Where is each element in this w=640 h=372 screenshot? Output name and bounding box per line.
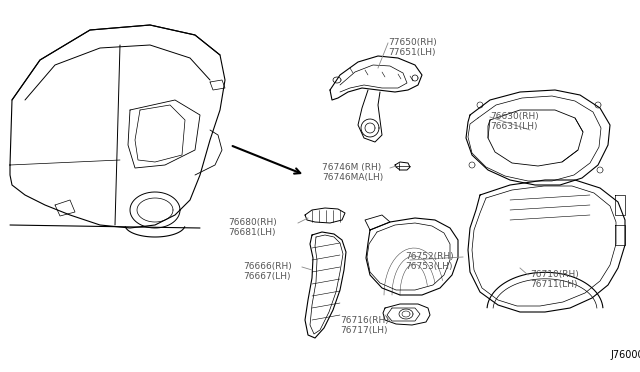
Text: 76746MA(LH): 76746MA(LH) [322, 173, 383, 182]
Text: 76752(RH): 76752(RH) [405, 252, 454, 261]
Text: 76717(LH): 76717(LH) [340, 326, 387, 335]
Text: 76666(RH): 76666(RH) [243, 262, 292, 271]
Text: 77651(LH): 77651(LH) [388, 48, 435, 57]
Text: 77650(RH): 77650(RH) [388, 38, 436, 47]
Text: 76681(LH): 76681(LH) [228, 228, 275, 237]
Text: 76630(RH): 76630(RH) [490, 112, 539, 121]
Text: 76716(RH): 76716(RH) [340, 316, 388, 325]
Text: 76667(LH): 76667(LH) [243, 272, 291, 281]
Text: 76711(LH): 76711(LH) [530, 280, 577, 289]
Text: J76000L1: J76000L1 [610, 350, 640, 360]
Text: 76710(RH): 76710(RH) [530, 270, 579, 279]
Text: 76631(LH): 76631(LH) [490, 122, 538, 131]
Text: 76680(RH): 76680(RH) [228, 218, 276, 227]
Text: 76746M (RH): 76746M (RH) [322, 163, 381, 172]
Text: 76753(LH): 76753(LH) [405, 262, 452, 271]
